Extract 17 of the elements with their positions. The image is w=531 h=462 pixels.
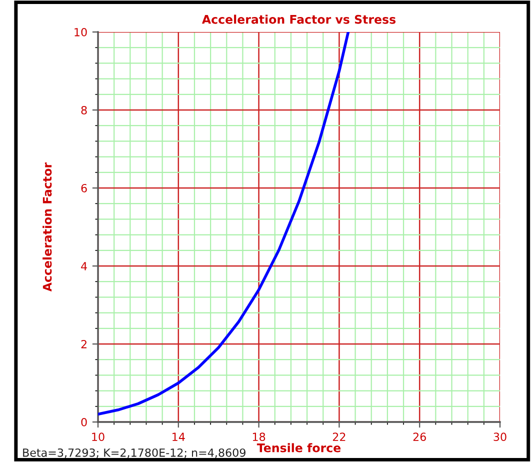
- text: Beta=3,7293; K=2,1780E-12; n=4,8609: [23, 448, 246, 458]
- y-tick-label: 0: [81, 418, 87, 426]
- x-tick-label: 22: [332, 432, 346, 441]
- x-axis-title: Tensile force: [256, 443, 341, 452]
- y-tick-label: 2: [81, 340, 86, 348]
- line-series: [98, 32, 350, 416]
- y-tick-label: 6: [81, 184, 87, 192]
- x-tick-label: 18: [252, 432, 266, 442]
- y-tick-label: 4: [81, 262, 87, 270]
- x-tick-label: 14: [172, 432, 185, 441]
- chart-title: Acceleration Factor vs Stress: [202, 14, 396, 24]
- x-tick-label: 30: [494, 432, 506, 442]
- x-tick-label: 26: [413, 432, 426, 442]
- y-tick-label: 10: [74, 28, 87, 36]
- y-axis-title: Acceleration Factor: [42, 162, 52, 292]
- x-tick-label: 10: [92, 432, 104, 442]
- y-tick-label: 8: [81, 106, 87, 114]
